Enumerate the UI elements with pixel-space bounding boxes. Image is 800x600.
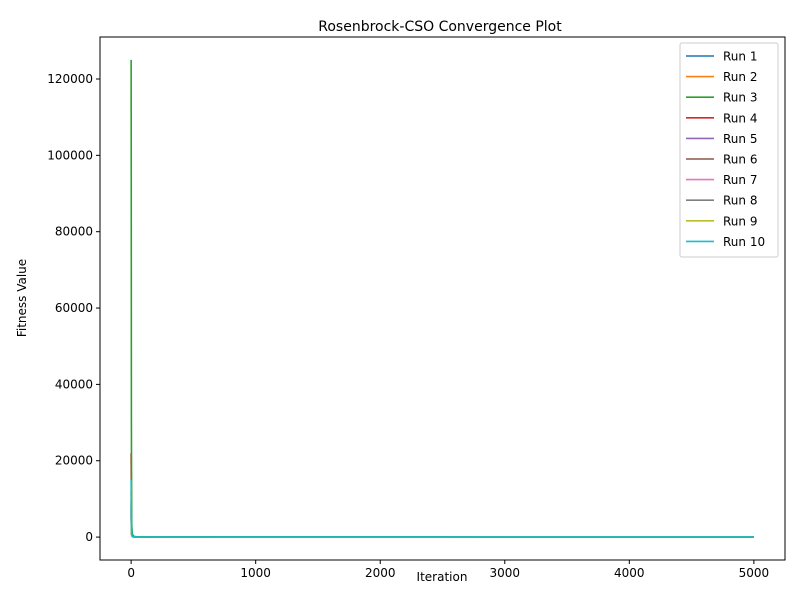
- y-tick-label: 20000: [55, 454, 93, 468]
- legend: Run 1 Run 2 Run 3 Run 4 Run 5 Run 6 Run 7 Run 8…: [679, 42, 779, 258]
- y-tick-label: 60000: [55, 301, 93, 315]
- legend-entry: Run 3: [723, 91, 757, 105]
- x-axis: 0 1000 2000 3000 4000 5000: [127, 560, 769, 580]
- series-line-run-4: [130, 453, 754, 538]
- y-tick-label: 0: [85, 530, 93, 544]
- series-line-run-10: [130, 479, 754, 538]
- x-tick-label: 5000: [739, 566, 770, 580]
- y-tick-label: 40000: [55, 377, 93, 391]
- series-line-run-3: [130, 59, 754, 538]
- plot-area-frame: [99, 36, 786, 561]
- series-line-run-2: [130, 491, 754, 538]
- legend-entry: Run 5: [723, 132, 757, 146]
- legend-entry: Run 8: [723, 194, 757, 208]
- x-tick-label: 1000: [240, 566, 271, 580]
- x-axis-label: Iteration: [417, 570, 468, 584]
- y-tick-label: 100000: [47, 148, 93, 162]
- x-tick-label: 0: [127, 566, 135, 580]
- y-axis-label: Fitness Value: [15, 259, 29, 337]
- series-line-run-6: [130, 514, 754, 538]
- legend-entry: Run 1: [723, 50, 757, 64]
- series-line-run-1: [130, 502, 754, 538]
- series-line-run-5: [130, 510, 754, 538]
- series-line-run-7: [130, 517, 754, 538]
- legend-entry: Run 9: [723, 214, 757, 228]
- legend-entry: Run 2: [723, 70, 757, 84]
- legend-entry: Run 4: [723, 111, 757, 125]
- x-tick-label: 4000: [614, 566, 645, 580]
- chart-title: Rosenbrock-CSO Convergence Plot: [318, 19, 562, 35]
- legend-entry: Run 7: [723, 173, 757, 187]
- x-tick-label: 2000: [365, 566, 396, 580]
- legend-entry: Run 10: [723, 235, 765, 249]
- y-tick-label: 120000: [47, 72, 93, 86]
- x-tick-label: 3000: [489, 566, 520, 580]
- series-line-run-8: [130, 506, 754, 538]
- y-axis: 0 20000 40000 60000 80000 100000 120000: [47, 72, 100, 544]
- series-line-run-9: [130, 498, 754, 538]
- plot-lines: [130, 59, 754, 538]
- legend-entry: Run 6: [723, 153, 757, 167]
- y-tick-label: 80000: [55, 225, 93, 239]
